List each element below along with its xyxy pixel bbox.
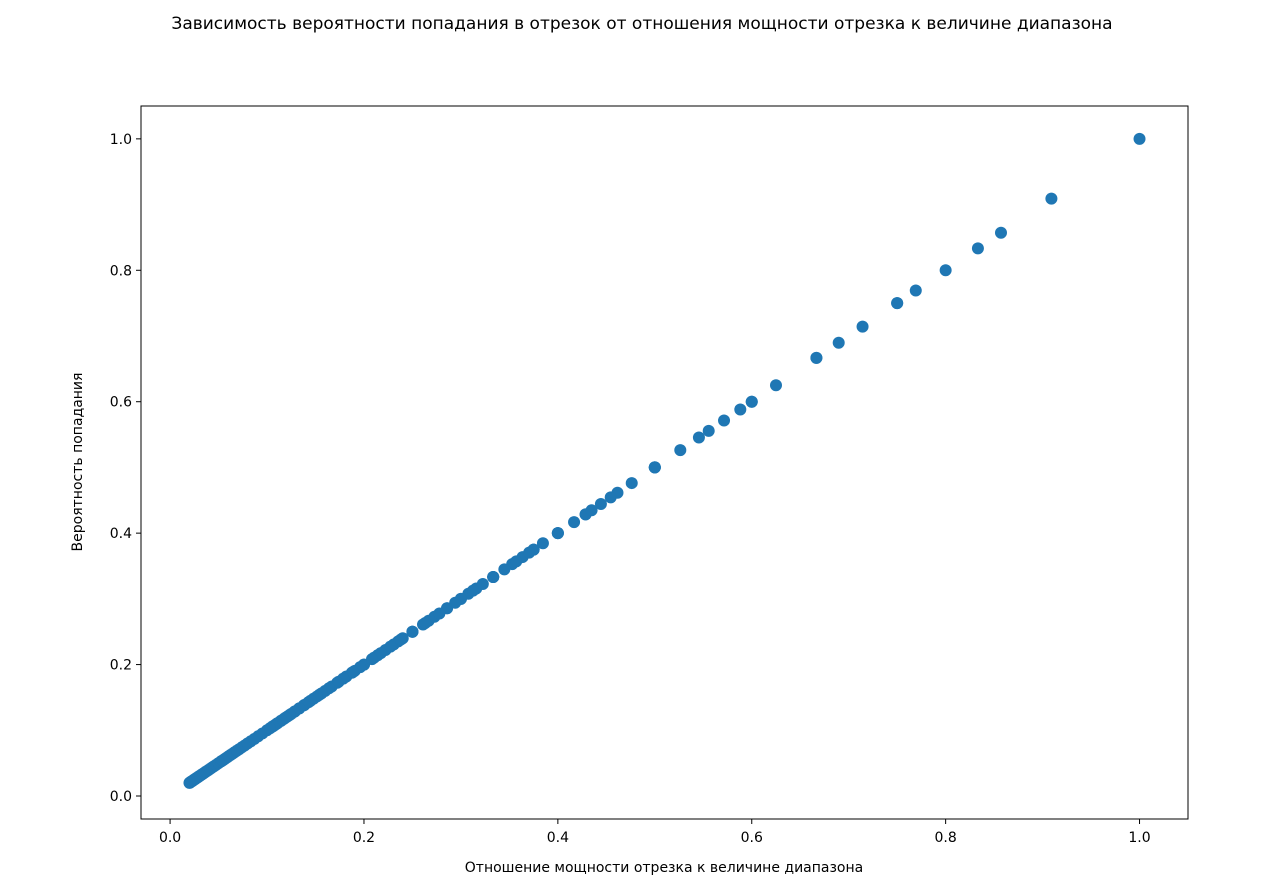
scatter-point — [939, 264, 952, 277]
y-tick-label: 1.0 — [110, 132, 132, 148]
scatter-point — [568, 516, 581, 529]
scatter-point — [994, 226, 1007, 239]
scatter-point — [347, 665, 360, 678]
scatter-point — [625, 477, 638, 490]
x-tick-label: 0.8 — [935, 830, 957, 846]
y-tick-label: 0.6 — [110, 395, 132, 411]
scatter-point — [674, 444, 687, 457]
x-axis-label: Отношение мощности отрезка к величине ди… — [465, 860, 863, 876]
chart-title: Зависимость вероятности попадания в отре… — [171, 14, 1113, 34]
scatter-point — [856, 320, 869, 333]
y-tick-label: 0.4 — [110, 526, 132, 542]
scatter-point — [394, 633, 407, 646]
x-tick-label: 0.2 — [353, 830, 375, 846]
scatter-point — [419, 617, 432, 630]
scatter-point — [264, 722, 277, 735]
scatter-point — [449, 596, 462, 609]
x-tick-label: 1.0 — [1128, 830, 1150, 846]
scatter-point — [891, 297, 904, 310]
scatter-point — [585, 504, 598, 517]
scatter-point — [692, 431, 705, 444]
x-tick-label: 0.6 — [741, 830, 763, 846]
scatter-point — [433, 607, 446, 620]
scatter-point — [487, 570, 500, 583]
scatter-point — [971, 242, 984, 255]
y-tick-label: 0.2 — [110, 658, 132, 674]
scatter-point — [648, 461, 661, 474]
y-tick-label: 0.0 — [110, 789, 132, 805]
y-axis-label: Вероятность попадания — [70, 373, 86, 552]
y-axis: 0.0 0.2 0.4 0.6 0.8 1.0 — [110, 132, 141, 805]
scatter-point — [734, 403, 747, 416]
axes-frame — [140, 105, 1189, 820]
scatter-point — [510, 555, 523, 568]
data-points — [183, 132, 1146, 789]
scatter-point — [366, 653, 379, 666]
x-tick-label: 0.4 — [547, 830, 569, 846]
scatter-point — [467, 584, 480, 597]
scatter-point — [406, 625, 419, 638]
x-tick-label: 0.0 — [159, 830, 181, 846]
scatter-point — [374, 647, 387, 660]
scatter-point — [604, 491, 617, 504]
scatter-point — [536, 537, 549, 550]
scatter-point — [909, 284, 922, 297]
scatter-point — [810, 351, 823, 364]
scatter-point — [594, 497, 607, 510]
x-axis: 0.0 0.2 0.4 0.6 0.8 1.0 — [159, 819, 1151, 846]
scatter-point — [769, 379, 782, 392]
scatter-point — [1045, 192, 1058, 205]
y-tick-label: 0.8 — [110, 263, 132, 279]
scatter-point — [523, 546, 536, 559]
scatter-point — [718, 414, 731, 427]
scatter-point — [1133, 132, 1146, 145]
scatter-point — [498, 563, 511, 576]
scatter-point — [832, 336, 845, 349]
scatter-point — [551, 527, 564, 540]
scatter-point — [384, 640, 397, 653]
scatter-point — [476, 578, 489, 591]
scatter-point — [702, 424, 715, 437]
scatter-point — [745, 395, 758, 408]
